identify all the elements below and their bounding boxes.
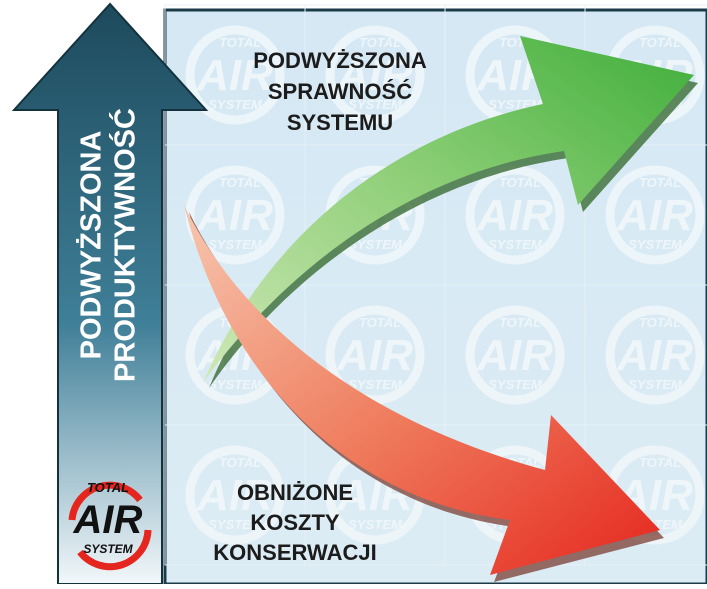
productivity-label: PODWYŻSZONA [76,131,108,360]
logo-text: AIR [73,498,143,542]
watermark-text: SYSTEM [208,97,263,112]
efficiency-label: PODWYŻSZONA [253,48,427,73]
watermark-text: AIR [476,331,553,380]
watermark-text: TOTAL [359,315,401,330]
watermark-text: AIR [336,331,413,380]
watermark-text: SYSTEM [208,237,263,252]
watermark-text: TOTAL [639,455,681,470]
watermark-text: SYSTEM [488,237,543,252]
watermark-text: AIR [616,191,693,240]
efficiency-label: SYSTEMU [287,110,393,135]
logo: TOTAL AIR SYSTEM [72,480,148,567]
watermark-text: SYSTEM [628,377,683,392]
watermark-text: AIR [616,331,693,380]
watermark-text: TOTAL [219,175,261,190]
watermark-text: SYSTEM [208,377,263,392]
watermark-text: TOTAL [499,175,541,190]
watermark-text: SYSTEM [488,377,543,392]
watermark-text: AIR [196,191,273,240]
productivity-label: PRODUKTYWNOŚĆ [108,108,142,382]
watermark-text: TOTAL [639,315,681,330]
efficiency-label: SPRAWNOŚĆ [268,79,412,104]
watermark-text: TOTAL [499,315,541,330]
costs-label: OBNIŻONE [237,480,353,505]
costs-label: KONSERWACJI [213,540,376,565]
diagram: TOTALAIRSYSTEMTOTALAIRSYSTEMTOTALAIRSYST… [0,0,707,584]
watermark-text: SYSTEM [348,517,403,532]
logo-text: TOTAL [87,480,129,495]
costs-label: KOSZTY [250,510,340,535]
watermark-text: TOTAL [639,35,681,50]
watermark-text: TOTAL [219,455,261,470]
watermark-text: TOTAL [639,175,681,190]
watermark-text: AIR [476,191,553,240]
watermark-text: SYSTEM [628,237,683,252]
logo-text: SYSTEM [83,542,133,556]
